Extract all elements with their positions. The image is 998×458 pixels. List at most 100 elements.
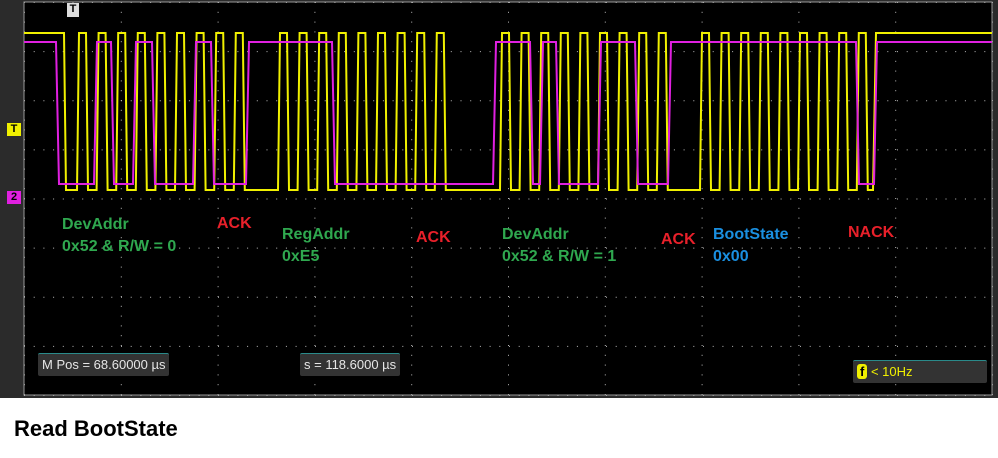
- grid-dot: [392, 100, 394, 102]
- grid-dot: [237, 345, 239, 347]
- grid-dot: [217, 315, 219, 317]
- annotation-nack: NACK: [848, 222, 894, 244]
- grid-dot: [82, 296, 84, 298]
- grid-dot: [431, 51, 433, 53]
- grid-dot: [295, 51, 297, 53]
- grid-dot: [916, 345, 918, 347]
- grid-dot: [895, 286, 897, 288]
- grid-dot: [217, 256, 219, 258]
- grid-dot: [984, 247, 986, 249]
- grid-dot: [120, 207, 122, 209]
- grid-dot: [508, 90, 509, 92]
- frequency-readout: f < 10Hz: [853, 360, 987, 383]
- grid-dot: [509, 247, 510, 249]
- grid-dot: [780, 198, 782, 200]
- grid-dot: [625, 100, 627, 102]
- grid-dot: [974, 345, 976, 347]
- grid-dot: [62, 247, 64, 249]
- grid-dot: [906, 345, 908, 347]
- grid-dot: [867, 345, 869, 347]
- grid-dot: [586, 345, 588, 347]
- grid-dot: [829, 247, 831, 249]
- grid-dot: [858, 247, 860, 249]
- grid-dot: [935, 198, 937, 200]
- grid-dot: [373, 100, 375, 102]
- grid-dot: [586, 296, 588, 298]
- grid-dot: [567, 296, 569, 298]
- annotation-devaddr-write: DevAddr 0x52 & R/W = 0: [62, 214, 176, 258]
- grid-dot: [508, 119, 509, 121]
- grid-dot: [770, 149, 772, 151]
- grid-dot: [848, 100, 850, 102]
- grid-dot: [218, 51, 219, 53]
- grid-dot: [411, 305, 413, 307]
- grid-dot: [895, 168, 897, 170]
- grid-dot: [508, 256, 509, 258]
- grid-dot: [411, 198, 413, 199]
- grid-dot: [159, 51, 161, 53]
- grid-dot: [285, 100, 287, 102]
- grid-dot: [334, 51, 336, 53]
- grid-dot: [450, 296, 452, 298]
- grid-dot: [761, 198, 763, 200]
- grid-dot: [887, 345, 889, 347]
- grid-dot: [798, 237, 800, 239]
- grid-dot: [217, 21, 219, 23]
- grid-dot: [373, 198, 375, 200]
- grid-dot: [895, 256, 897, 258]
- grid-dot: [120, 217, 122, 219]
- grid-dot: [508, 286, 509, 288]
- grid-dot: [722, 296, 724, 298]
- grid-dot: [895, 139, 897, 141]
- grid-dot: [314, 217, 316, 219]
- grid-dot: [867, 149, 869, 151]
- trigger-position-marker[interactable]: T: [67, 3, 79, 17]
- grid-dot: [121, 345, 122, 347]
- grid-dot: [412, 247, 413, 249]
- grid-dot: [644, 100, 646, 102]
- grid-dot: [111, 198, 113, 200]
- grid-dot: [392, 149, 394, 151]
- grid-dot: [604, 139, 606, 141]
- grid-dot: [867, 100, 869, 102]
- grid-dot: [121, 100, 122, 102]
- grid-dot: [412, 149, 413, 151]
- grid-dot: [798, 345, 800, 346]
- ch2-reference-marker[interactable]: 2: [7, 191, 21, 204]
- grid-dot: [91, 100, 93, 102]
- grid-dot: [703, 149, 704, 151]
- grid-dot: [508, 11, 509, 13]
- grid-dot: [53, 149, 55, 151]
- grid-dot: [402, 296, 404, 298]
- grid-dot: [935, 100, 937, 102]
- grid-dot: [509, 296, 510, 298]
- annotation-regaddr: RegAddr 0xE5: [282, 224, 350, 268]
- grid-dot: [198, 345, 200, 347]
- grid-dot: [217, 80, 219, 82]
- grid-dot: [528, 198, 530, 200]
- grid-dot: [945, 149, 947, 151]
- grid-dot: [664, 51, 666, 53]
- grid-dot: [411, 217, 413, 219]
- grid-dot: [877, 149, 879, 151]
- grid-dot: [411, 256, 413, 258]
- grid-dot: [441, 345, 443, 347]
- grid-dot: [732, 100, 734, 102]
- grid-dot: [72, 247, 74, 249]
- annotation-line: 0x52 & R/W = 0: [62, 238, 177, 255]
- grid-dot: [295, 345, 297, 347]
- grid-dot: [314, 247, 316, 248]
- grid-dot: [91, 247, 93, 249]
- grid-dot: [701, 109, 703, 111]
- grid-dot: [528, 149, 530, 151]
- grid-dot: [43, 198, 45, 200]
- grid-dot: [402, 198, 404, 200]
- grid-dot: [353, 345, 355, 347]
- grid-dot: [72, 51, 74, 53]
- grid-dot: [324, 247, 326, 249]
- grid-dot: [373, 149, 375, 151]
- grid-dot: [945, 247, 947, 249]
- grid-dot: [33, 100, 35, 102]
- trigger-level-marker[interactable]: T: [7, 123, 21, 136]
- annotation-line: ACK: [416, 229, 451, 246]
